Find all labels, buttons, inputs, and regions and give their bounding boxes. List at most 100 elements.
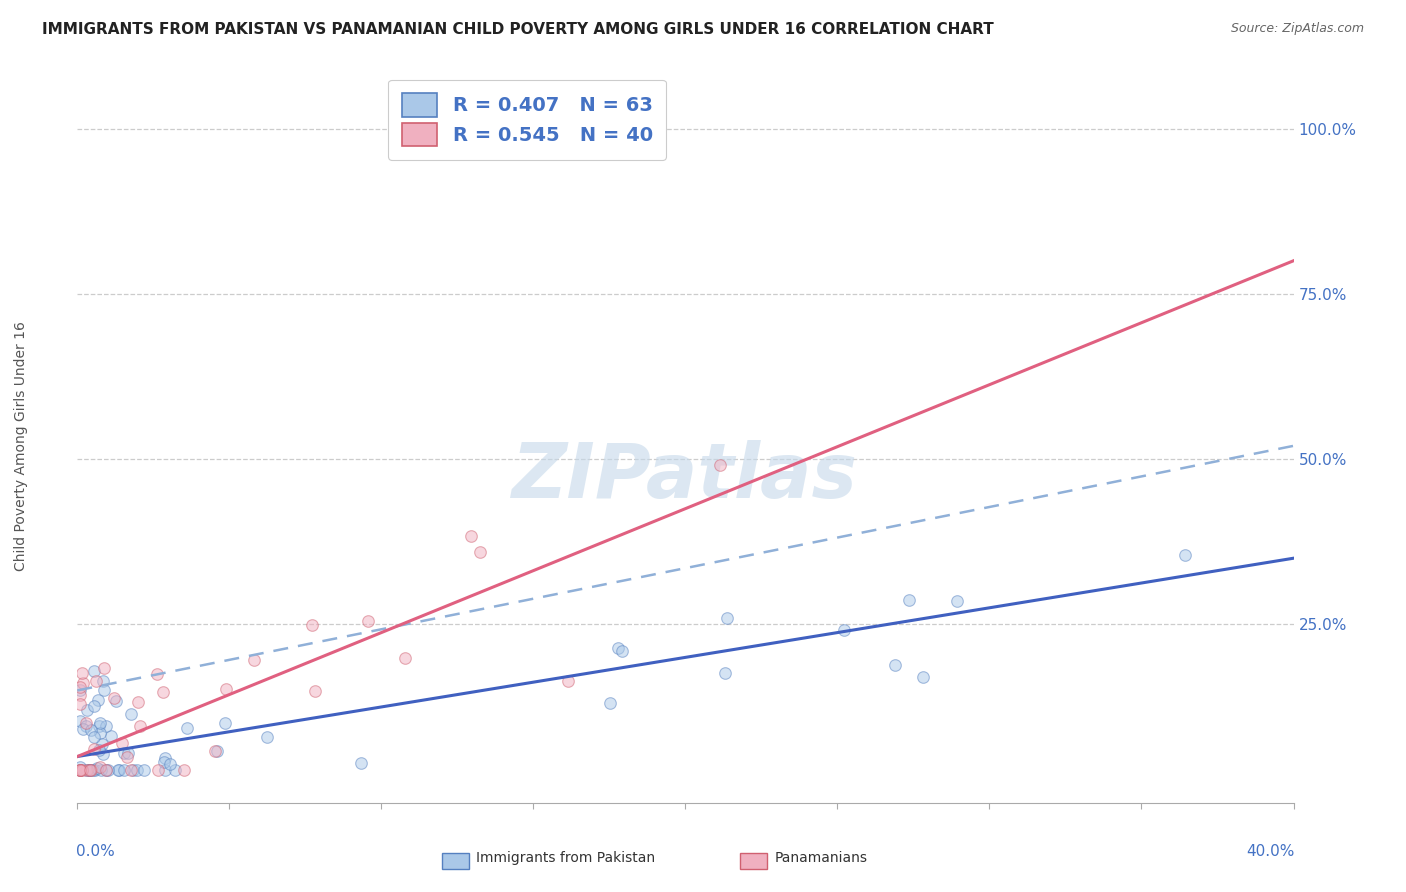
Point [129, 719, 152, 733]
Point [460, 529, 482, 543]
Point [77, 763, 100, 777]
Point [97, 763, 120, 777]
Point [100, 729, 122, 743]
Point [91, 747, 114, 762]
Point [205, 744, 228, 758]
Point [89, 743, 111, 757]
Point [69, 763, 91, 777]
Point [1174, 548, 1197, 562]
Point [76, 763, 98, 777]
FancyBboxPatch shape [441, 853, 470, 870]
Point [599, 696, 621, 710]
Point [714, 666, 737, 681]
Point [89, 719, 111, 733]
Point [93, 661, 115, 675]
Point [69, 714, 91, 729]
Point [243, 653, 266, 667]
Point [912, 670, 935, 684]
Point [111, 736, 134, 750]
Point [72, 763, 94, 777]
Point [89, 726, 111, 740]
Point [79, 763, 101, 777]
Point [349, 756, 371, 770]
Point [82, 763, 104, 777]
Point [94, 763, 117, 777]
Point [607, 640, 630, 655]
Point [80, 723, 103, 737]
Point [112, 746, 135, 760]
Point [173, 763, 195, 777]
Point [89, 716, 111, 731]
Point [153, 751, 176, 765]
Point [112, 763, 135, 777]
Text: Source: ZipAtlas.com: Source: ZipAtlas.com [1230, 22, 1364, 36]
Point [76, 703, 98, 717]
Point [91, 673, 114, 688]
Point [75, 715, 97, 730]
Point [107, 763, 129, 777]
Point [121, 763, 143, 777]
Point [146, 763, 169, 777]
Point [72, 722, 94, 736]
Point [105, 693, 128, 707]
Point [301, 618, 323, 632]
Point [152, 756, 174, 770]
Point [898, 593, 921, 607]
Point [96, 719, 118, 733]
Point [83, 742, 105, 756]
Point [83, 763, 105, 777]
Point [557, 673, 579, 688]
Point [946, 594, 969, 608]
Point [83, 698, 105, 713]
Point [69, 763, 91, 777]
Point [69, 763, 91, 777]
Point [832, 623, 855, 637]
Point [87, 693, 110, 707]
Point [69, 763, 91, 777]
Point [86, 761, 108, 775]
Legend: R = 0.407   N = 63, R = 0.545   N = 40: R = 0.407 N = 63, R = 0.545 N = 40 [388, 79, 666, 160]
Point [716, 611, 738, 625]
Point [103, 691, 125, 706]
Point [69, 680, 91, 694]
Point [153, 763, 176, 777]
Point [256, 730, 278, 744]
Text: Panamanians: Panamanians [775, 851, 868, 865]
Point [214, 716, 236, 731]
Point [75, 719, 97, 733]
Point [304, 683, 326, 698]
Point [127, 695, 149, 709]
Point [77, 763, 100, 777]
Point [91, 737, 114, 751]
Point [79, 763, 101, 777]
Point [163, 763, 186, 777]
Point [468, 545, 491, 559]
Point [69, 760, 91, 774]
Point [120, 763, 142, 777]
Point [204, 743, 226, 757]
Point [145, 666, 167, 681]
Point [69, 683, 91, 698]
Point [108, 763, 131, 777]
Point [80, 763, 103, 777]
Point [394, 651, 416, 665]
Point [125, 763, 148, 777]
FancyBboxPatch shape [740, 853, 766, 870]
Point [159, 757, 181, 772]
Point [69, 763, 91, 777]
Point [70, 665, 93, 680]
Text: 0.0%: 0.0% [76, 844, 115, 858]
Point [69, 697, 91, 711]
Text: 40.0%: 40.0% [1246, 844, 1295, 858]
Point [120, 706, 142, 721]
Point [884, 658, 907, 673]
Point [75, 763, 97, 777]
Point [612, 644, 634, 658]
Point [117, 750, 139, 764]
Point [152, 685, 174, 699]
Point [93, 683, 115, 698]
Point [176, 721, 198, 735]
Point [72, 675, 94, 690]
Text: ZIPatlas: ZIPatlas [512, 440, 859, 514]
Text: Child Poverty Among Girls Under 16: Child Poverty Among Girls Under 16 [14, 321, 28, 571]
